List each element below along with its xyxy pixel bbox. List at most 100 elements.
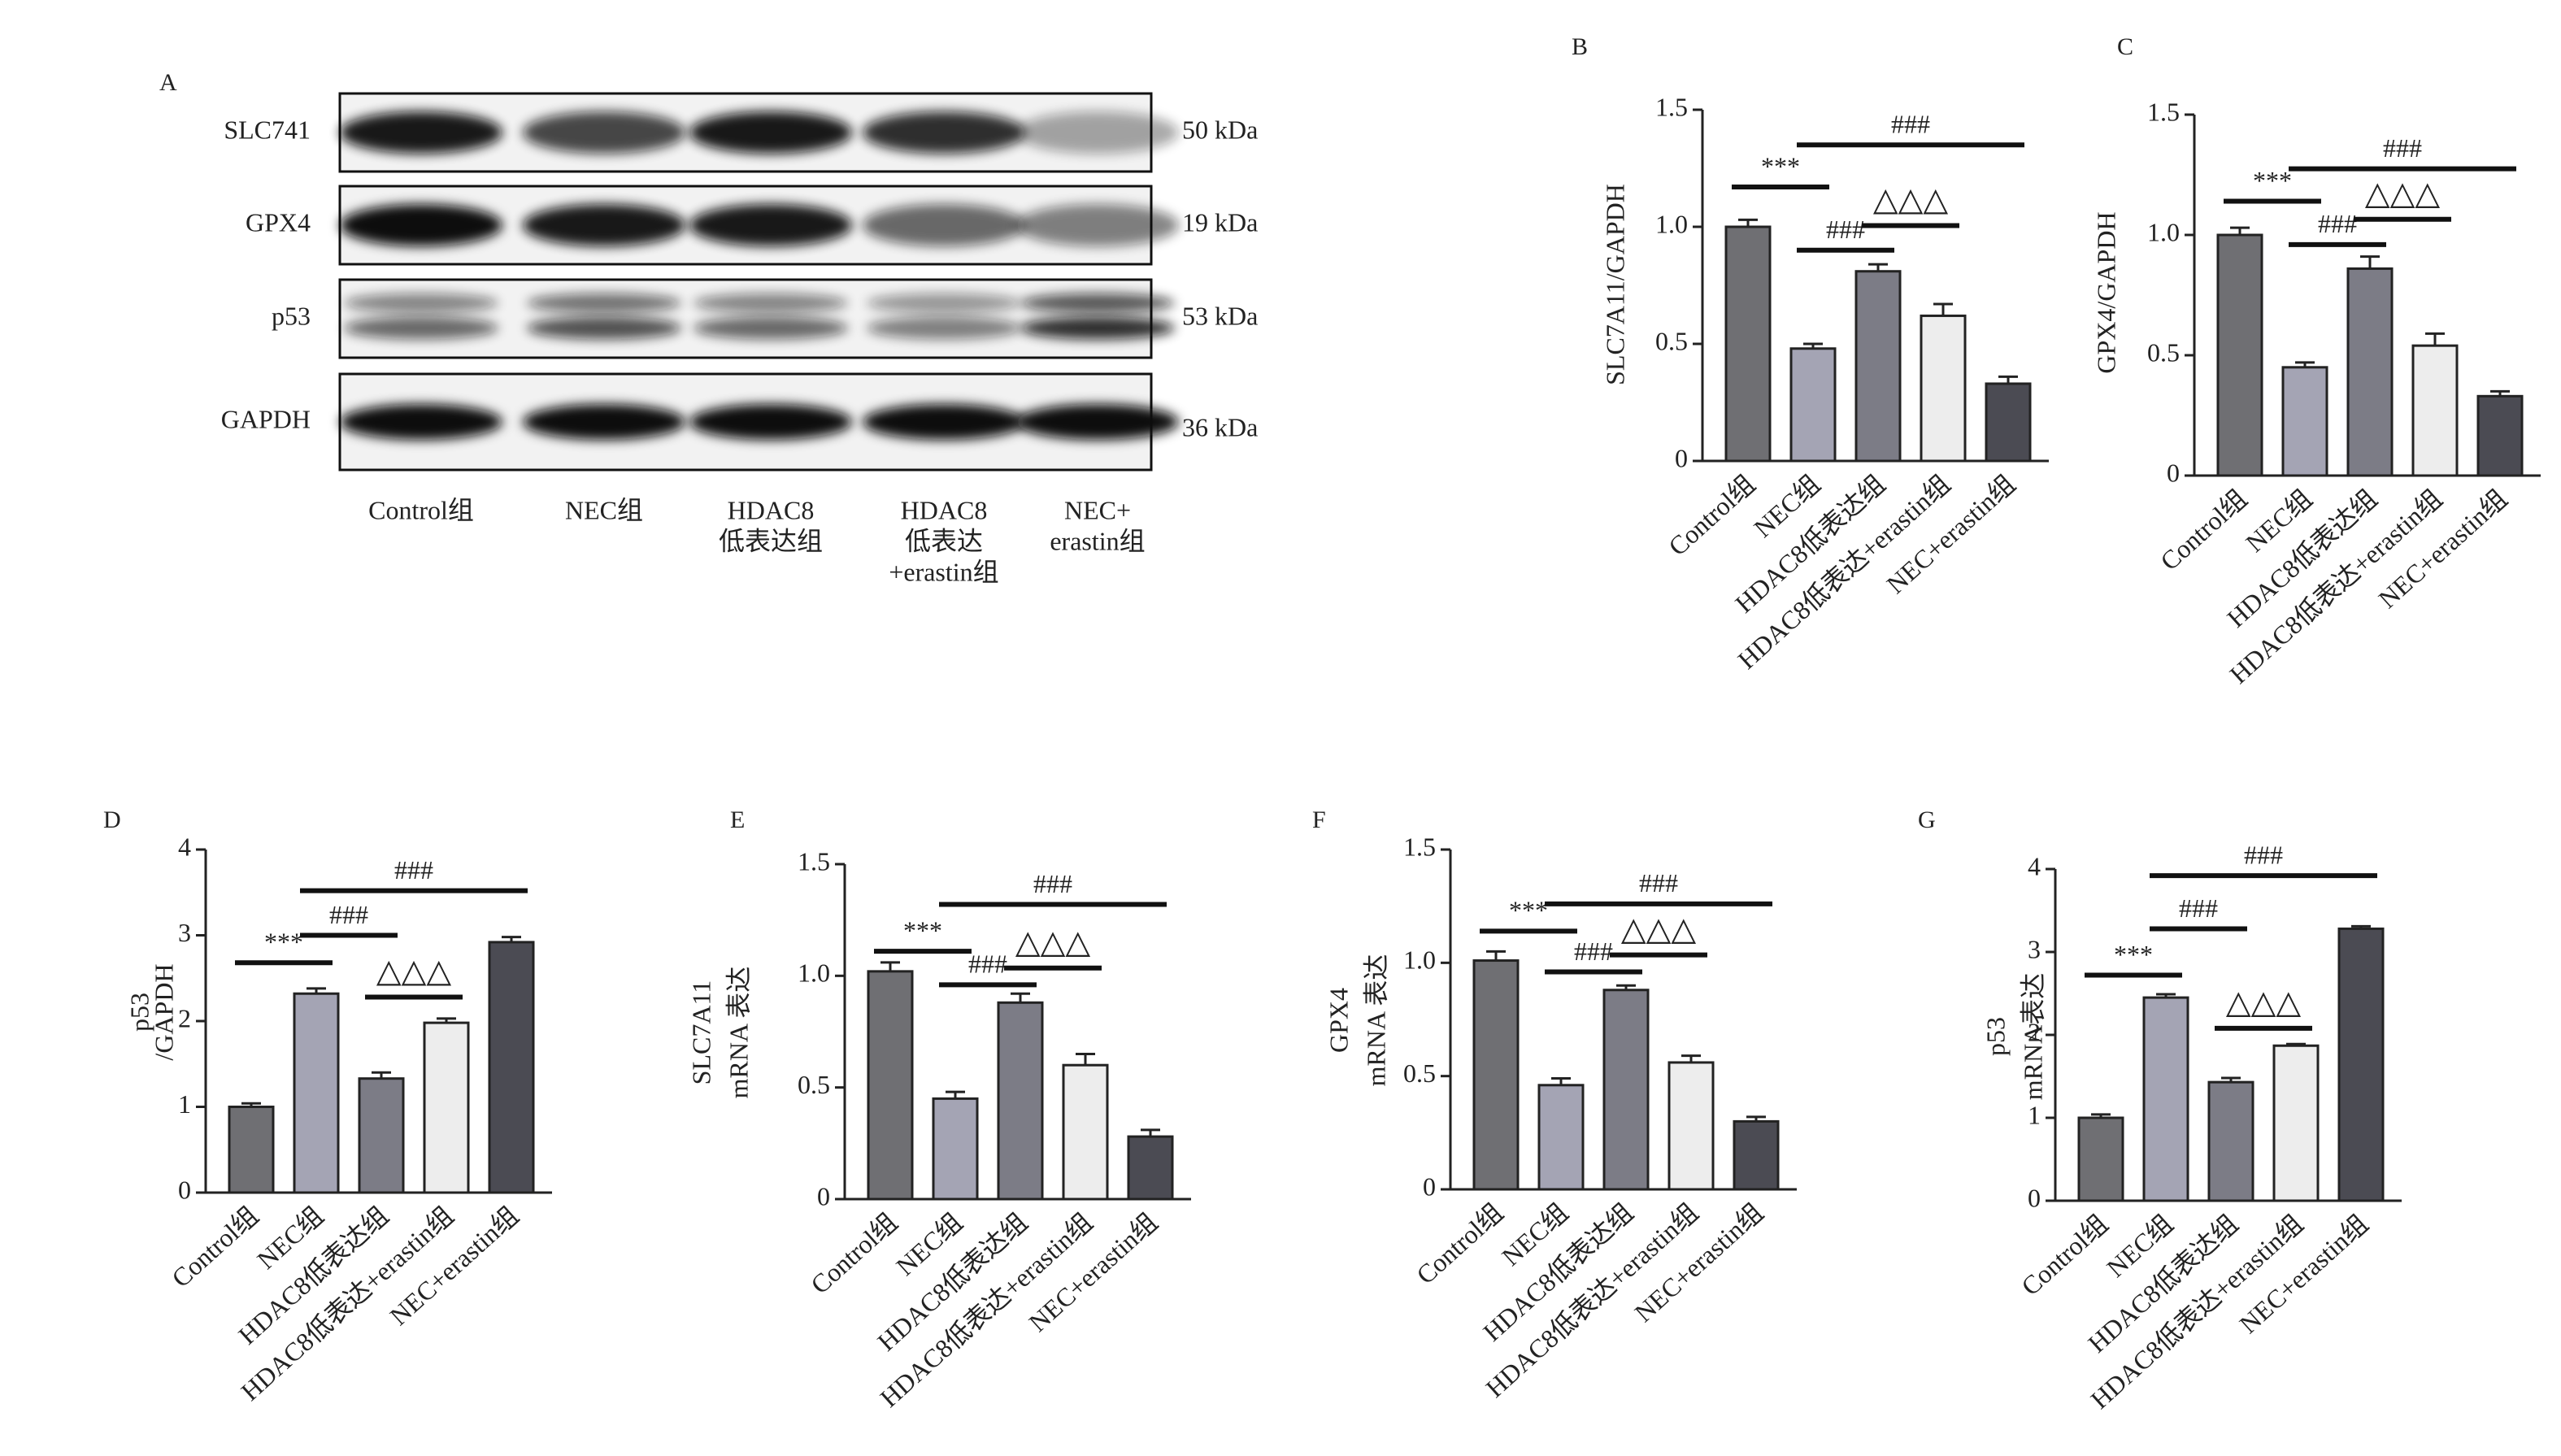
significance-label: ### xyxy=(2179,893,2218,923)
bar xyxy=(488,941,535,1194)
bar xyxy=(423,1021,470,1194)
y-tick-label: 2 xyxy=(178,1003,191,1032)
y-axis-label: GPX4/GAPDH xyxy=(2091,211,2120,373)
panel-label: E xyxy=(730,806,745,833)
y-axis-label: p53 xyxy=(1981,1017,2010,1056)
bar xyxy=(2281,366,2328,477)
group-label: 低表达 xyxy=(905,526,983,555)
blot-band xyxy=(340,204,502,246)
size-label: 36 kDa xyxy=(1182,412,1258,441)
significance-label: △△△ xyxy=(2365,175,2441,211)
blot-band xyxy=(694,293,848,313)
blot-band xyxy=(344,316,498,340)
significance-label: △△△ xyxy=(376,953,452,989)
y-tick-label: 0 xyxy=(1675,443,1688,472)
y-tick-label: 1 xyxy=(2028,1100,2041,1129)
significance-label: ### xyxy=(329,900,368,929)
panel-label: A xyxy=(159,69,177,96)
y-tick-label: 4 xyxy=(178,832,191,861)
y-tick-label: 1.5 xyxy=(2147,97,2180,126)
bar xyxy=(1920,314,1967,463)
blot-band xyxy=(867,293,1021,313)
blot-band xyxy=(863,111,1025,154)
blot-band xyxy=(523,111,685,154)
bar xyxy=(2337,927,2385,1202)
y-tick-label: 1.0 xyxy=(2147,217,2180,246)
significance-label: △△△ xyxy=(2226,984,2302,1020)
bar xyxy=(1733,1119,1780,1191)
significance-label: ### xyxy=(1826,215,1865,244)
y-tick-label: 4 xyxy=(2028,851,2041,880)
group-label: +erastin组 xyxy=(889,557,998,586)
blot-band xyxy=(523,404,685,440)
blot-band xyxy=(863,204,1025,246)
significance-label: ### xyxy=(394,855,433,884)
bar xyxy=(932,1097,979,1201)
bar xyxy=(2411,344,2459,477)
protein-label: SLC741 xyxy=(224,115,311,144)
group-label: HDAC8 xyxy=(728,495,815,524)
blot-band xyxy=(1016,404,1179,440)
y-tick-label: 0.5 xyxy=(1655,326,1688,355)
y-tick-label: 0.5 xyxy=(2147,337,2180,367)
blot-band xyxy=(867,316,1021,340)
bar xyxy=(1127,1135,1174,1201)
y-axis-label: SLC7A11/GAPDH xyxy=(1600,184,1629,385)
significance-label: ### xyxy=(2383,133,2422,163)
bar xyxy=(1985,382,2032,463)
group-label: NEC组 xyxy=(565,495,643,524)
significance-label: *** xyxy=(2253,166,2292,195)
y-axis-label: mRNA表达 xyxy=(2018,973,2047,1100)
significance-label: △△△ xyxy=(1621,911,1697,947)
y-tick-label: 1.5 xyxy=(1403,832,1436,861)
bar xyxy=(1667,1061,1715,1191)
bar xyxy=(2476,394,2524,477)
blot-band xyxy=(1016,111,1179,154)
blot-band xyxy=(689,111,852,154)
y-tick-label: 0 xyxy=(178,1175,191,1204)
blot-band xyxy=(694,316,848,340)
significance-label: △△△ xyxy=(1015,924,1091,960)
panel-label: F xyxy=(1312,806,1326,833)
bar xyxy=(228,1106,275,1194)
blot-band xyxy=(689,204,852,246)
y-tick-label: 0 xyxy=(2028,1183,2041,1212)
significance-label: △△△ xyxy=(1873,181,1949,218)
size-label: 50 kDa xyxy=(1182,115,1258,144)
bar xyxy=(2142,996,2189,1202)
y-axis-label: mRNA 表达 xyxy=(1361,954,1390,1087)
blot-band xyxy=(527,293,681,313)
size-label: 19 kDa xyxy=(1182,207,1258,237)
bar xyxy=(997,1001,1044,1201)
y-tick-label: 0.5 xyxy=(1403,1058,1436,1088)
significance-label: *** xyxy=(2114,940,2153,969)
y-tick-label: 1.5 xyxy=(1655,92,1688,121)
bar xyxy=(1472,959,1520,1191)
protein-label: GPX4 xyxy=(246,207,311,237)
y-tick-label: 2 xyxy=(2028,1017,2041,1046)
group-label: 低表达组 xyxy=(719,526,823,555)
y-tick-label: 0 xyxy=(817,1181,830,1210)
panel-label: B xyxy=(1572,33,1588,60)
y-axis-label: GPX4 xyxy=(1324,988,1353,1053)
y-tick-label: 0.5 xyxy=(798,1070,830,1099)
blot-band xyxy=(340,404,502,440)
size-label: 53 kDa xyxy=(1182,301,1258,330)
significance-label: *** xyxy=(1509,896,1548,925)
bar xyxy=(2207,1080,2254,1202)
y-tick-label: 1.0 xyxy=(1655,209,1688,238)
significance-label: *** xyxy=(264,928,303,957)
bar xyxy=(1789,347,1837,463)
bar xyxy=(1537,1084,1585,1191)
significance-label: ### xyxy=(2244,841,2283,870)
y-tick-label: 0 xyxy=(1423,1171,1436,1201)
panel-label: D xyxy=(103,806,121,833)
bar xyxy=(2346,267,2394,477)
y-tick-label: 1.0 xyxy=(1403,945,1436,975)
blot-band xyxy=(1016,204,1179,246)
significance-label: ### xyxy=(1639,868,1678,898)
bar xyxy=(867,970,914,1201)
group-label: Control组 xyxy=(368,495,474,524)
bar xyxy=(358,1077,405,1194)
